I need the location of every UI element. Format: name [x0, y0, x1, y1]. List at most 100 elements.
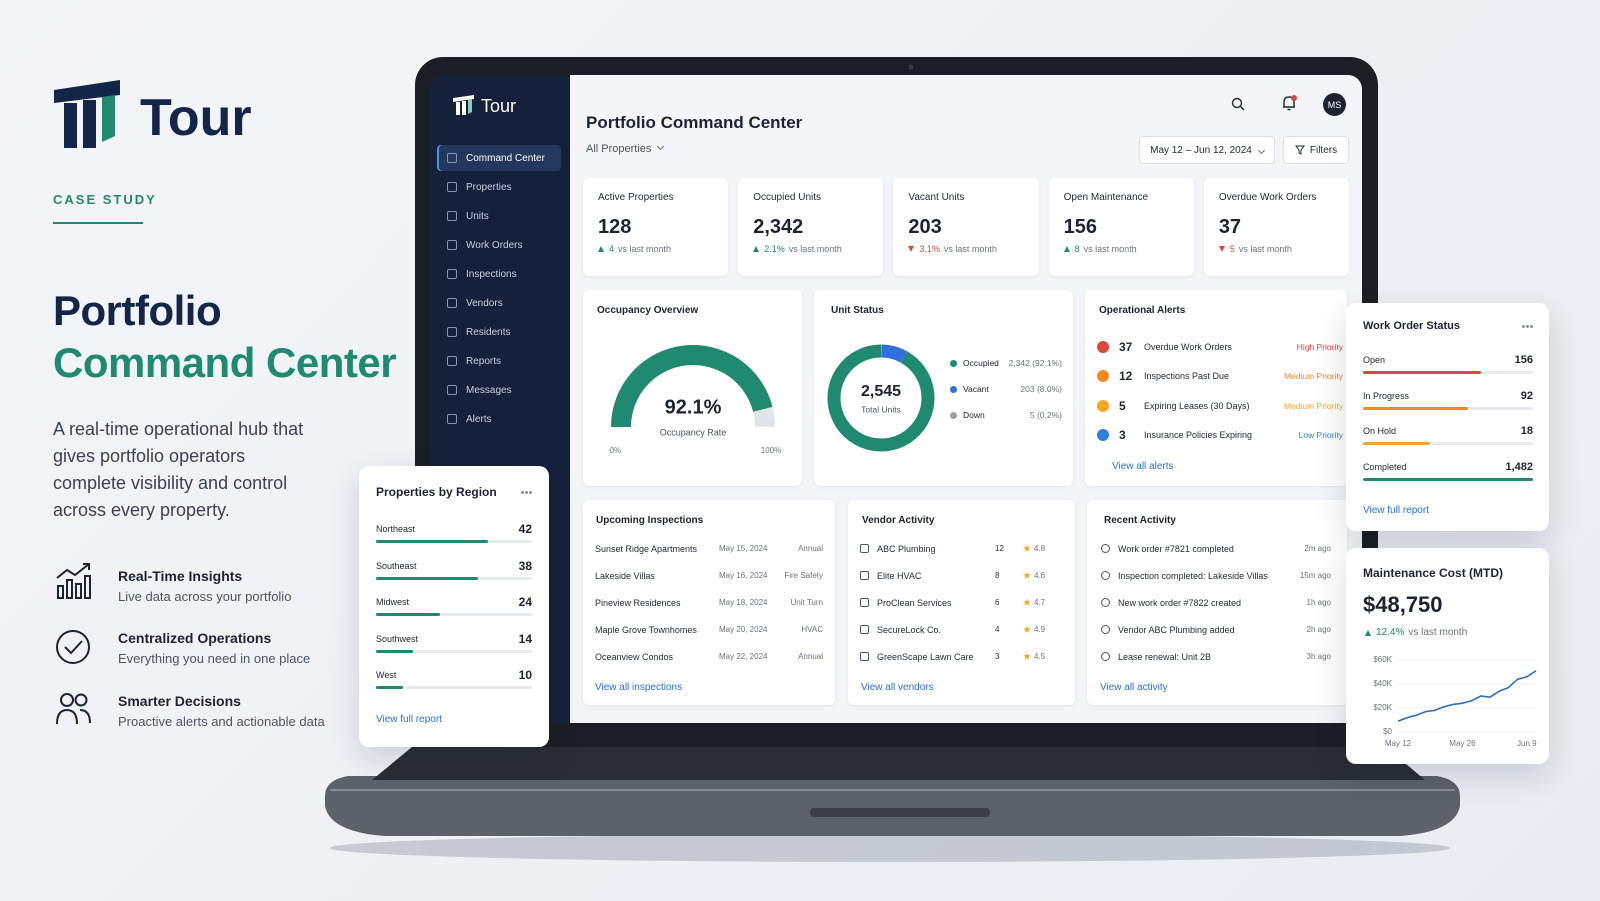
- region-row: Northeast 42: [376, 522, 532, 559]
- kpi-value: 2,342: [753, 216, 804, 238]
- kpi-card: Open Maintenance 156 8 vs last month: [1048, 178, 1194, 276]
- activity-time: 15m ago: [1299, 571, 1331, 580]
- property-filter[interactable]: All Properties: [586, 142, 665, 155]
- y-tick-label: $40K: [1373, 679, 1392, 688]
- gauge-value-label: 92.1%: [665, 396, 722, 418]
- vendor-rating: 4.7: [1034, 598, 1046, 607]
- bar-track: [1363, 371, 1533, 374]
- link[interactable]: View all inspections: [595, 682, 683, 693]
- card-title: Work Order Status: [1363, 320, 1460, 332]
- gauge-caption: Occupancy Rate: [660, 427, 727, 437]
- link[interactable]: View full report: [1363, 505, 1429, 516]
- kpi-change: 8 vs last month: [1063, 243, 1179, 255]
- kpi-label: Overdue Work Orders: [1218, 192, 1317, 203]
- activity-icon: [1101, 625, 1110, 634]
- activity-icon: [1101, 571, 1110, 580]
- donut: 2,545 Total Units: [827, 344, 935, 452]
- vendor-rating: 4.6: [1034, 571, 1046, 580]
- link[interactable]: View all alerts: [1112, 461, 1174, 472]
- menu[interactable]: [1522, 325, 1525, 328]
- vendor-count: 12: [995, 544, 1004, 553]
- y-tick-label: $0: [1383, 727, 1392, 736]
- kpi-change: 2.1% vs last month: [753, 243, 868, 255]
- bar-track: [1363, 478, 1533, 482]
- link[interactable]: View full report: [376, 714, 442, 725]
- alert-list: 37 Overdue Work Orders High Priority 12 Insp…: [1097, 332, 1343, 450]
- unit-status-card: Unit Status 2,545 Total Units Occupied 2,3…: [814, 290, 1073, 486]
- alert-label: Expiring Leases (30 Days): [1144, 400, 1250, 411]
- inspection-row: Oceanview Condos May 22, 2024 Annual: [595, 643, 823, 670]
- change-value: 2.1%: [764, 244, 785, 254]
- notifications-icon[interactable]: [1281, 94, 1299, 112]
- nav-item[interactable]: Messages: [437, 377, 561, 403]
- donut-segment: [881, 344, 908, 363]
- kpi-label: Vacant Units: [908, 192, 965, 203]
- feature-icon: [56, 630, 90, 664]
- nav-label: Command Center: [466, 152, 545, 164]
- vendor-icon: [860, 625, 869, 634]
- trend-icon: [1365, 630, 1371, 636]
- donut-segment: [827, 344, 935, 452]
- change-note: vs last month: [618, 244, 672, 254]
- activity-row: Inspection completed: Lakeside Villas 15m…: [1101, 562, 1331, 589]
- vendor-rating: 4.9: [1034, 625, 1046, 634]
- region-name: West: [376, 670, 397, 680]
- legend-name: Down: [963, 410, 985, 420]
- activity-icon: [1101, 544, 1110, 553]
- activity-text: Inspection completed: Lakeside Villas: [1118, 570, 1268, 581]
- nav-item[interactable]: Work Orders: [437, 232, 561, 258]
- nav-item[interactable]: Residents: [437, 319, 561, 345]
- feature-icon: [56, 563, 91, 599]
- filters-button[interactable]: Filters: [1283, 136, 1349, 164]
- change-note: vs last month: [1083, 244, 1137, 254]
- nav-item[interactable]: Inspections: [437, 261, 561, 287]
- region-line: Southeast 38: [376, 559, 532, 573]
- nav: Command Center Properties Units Work Orders…: [437, 145, 561, 435]
- alert-icon: [1097, 399, 1109, 412]
- nav-item[interactable]: Properties: [437, 174, 561, 200]
- nav-icon: [447, 385, 457, 395]
- activity-text: Work order #7821 completed: [1118, 543, 1234, 554]
- vendor-count: 6: [995, 598, 1000, 607]
- maintenance-card: Maintenance Cost (MTD) $48,750 12.4% vs …: [1346, 548, 1549, 764]
- search-icon[interactable]: [1231, 97, 1245, 111]
- nav-icon: [447, 240, 457, 250]
- nav-item[interactable]: Alerts: [437, 406, 561, 432]
- activity-text: Vendor ABC Plumbing added: [1118, 624, 1235, 635]
- kpi-label: Active Properties: [598, 192, 674, 203]
- bar: [376, 686, 403, 689]
- link[interactable]: View all vendors: [861, 682, 934, 693]
- menu[interactable]: [521, 491, 524, 494]
- vendor-name: GreenScape Lawn Care: [877, 651, 974, 662]
- bar-track: [1363, 442, 1533, 446]
- link[interactable]: View all activity: [1100, 682, 1168, 693]
- region-row: Midwest 24: [376, 595, 532, 632]
- legend-swatch: [950, 411, 957, 419]
- work-order-value: 18: [1520, 425, 1533, 438]
- trend-icon: [753, 246, 760, 252]
- alerts-card: Operational Alerts 37 Overdue Work Orders…: [1085, 290, 1347, 486]
- avatar[interactable]: MS: [1323, 93, 1346, 116]
- logo-mark: [54, 80, 120, 148]
- work-order-name: Open: [1363, 355, 1386, 365]
- work-order-line: Completed 1,482: [1363, 460, 1533, 474]
- kpi-value: 37: [1218, 216, 1242, 238]
- property-filter-label: All Properties: [586, 143, 652, 155]
- nav-item[interactable]: Command Center: [437, 145, 561, 171]
- alert-count: 3: [1119, 428, 1126, 443]
- feature-title: Real-Time Insights: [118, 568, 243, 584]
- kpi-card: Active Properties 128 4 vs last month: [583, 178, 729, 276]
- nav-item[interactable]: Vendors: [437, 290, 561, 316]
- vendor-name: ProClean Services: [877, 597, 952, 608]
- gauge-min: 0%: [609, 446, 621, 455]
- activity-text: New work order #7822 created: [1118, 597, 1242, 608]
- nav-icon: [447, 211, 457, 221]
- alert-priority: Low Priority: [1298, 430, 1343, 441]
- nav-item[interactable]: Units: [437, 203, 561, 229]
- nav-item[interactable]: Reports: [437, 348, 561, 374]
- y-tick-label: $20K: [1373, 703, 1392, 712]
- date-range[interactable]: May 12 – Jun 12, 2024: [1139, 136, 1275, 164]
- legend-item: Occupied 2,342 (92.1%): [950, 350, 1062, 376]
- activity-time: 3h ago: [1306, 652, 1331, 661]
